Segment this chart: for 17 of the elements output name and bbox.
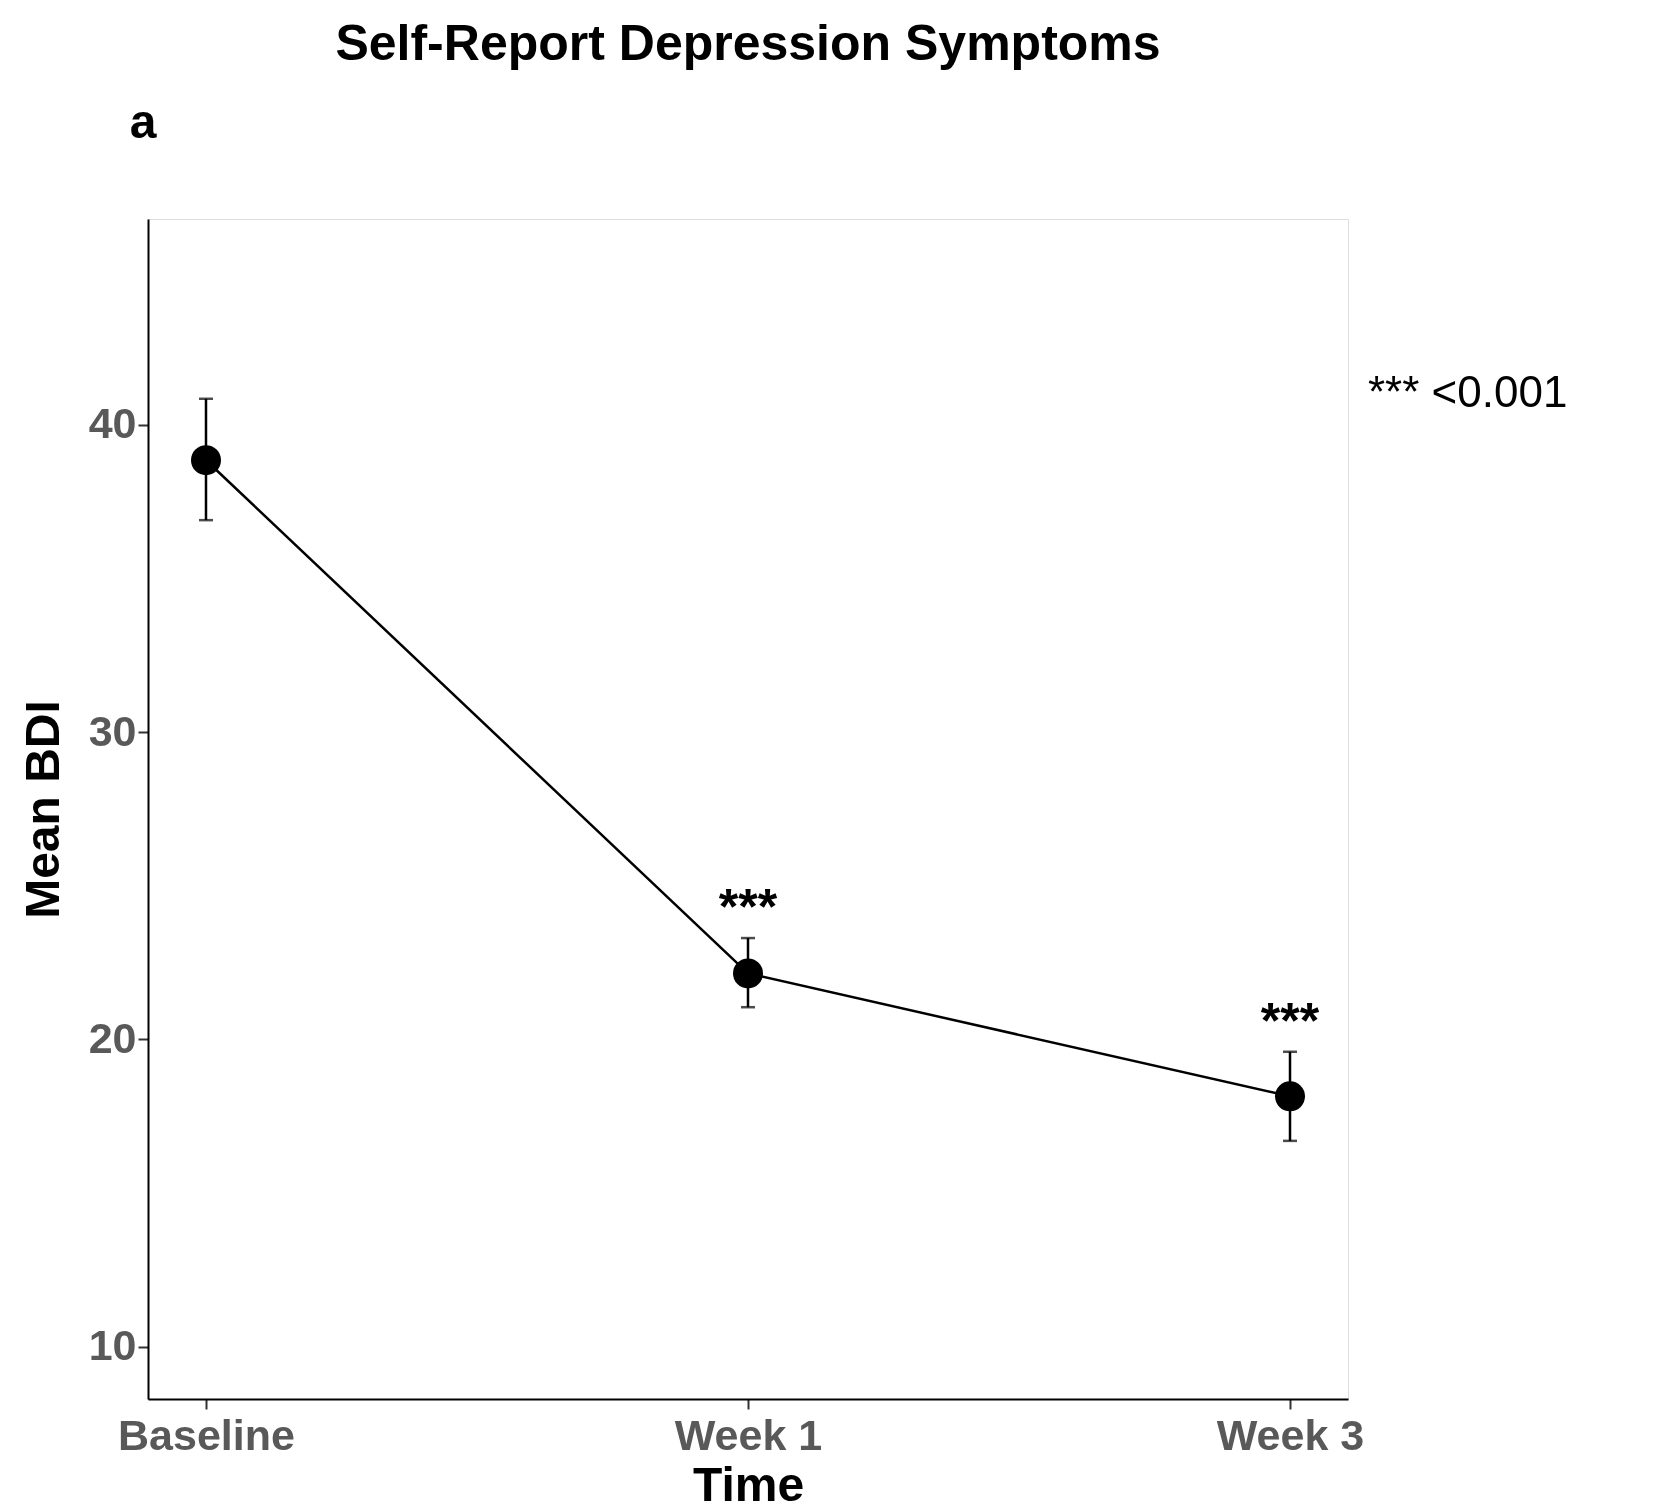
y-tick-label: 10 [88, 1321, 137, 1370]
x-tick-label: Week 1 [674, 1410, 823, 1459]
y-axis-title: Mean BDI [15, 700, 69, 919]
annotation: *** [718, 879, 778, 936]
text: a [129, 95, 157, 148]
annotation: *** [1260, 992, 1320, 1049]
point [733, 958, 763, 989]
x-axis-title: Time [692, 1457, 805, 1507]
y-tick-label: 40 [88, 399, 137, 448]
point [1275, 1081, 1306, 1112]
chart-title: Self-Report Depression Symptoms [335, 15, 1161, 71]
y-tick-label: 20 [88, 1013, 137, 1062]
x-tick-label: Baseline [118, 1410, 295, 1459]
x-tick-label: Week 3 [1216, 1410, 1365, 1459]
point [190, 445, 221, 476]
y-tick-label: 30 [88, 706, 137, 755]
text: *** <0.001 [1368, 367, 1568, 416]
